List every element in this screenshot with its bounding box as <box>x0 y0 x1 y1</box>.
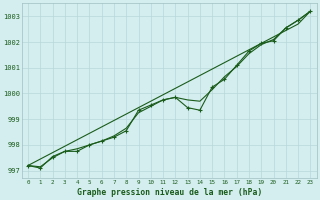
X-axis label: Graphe pression niveau de la mer (hPa): Graphe pression niveau de la mer (hPa) <box>76 188 262 197</box>
